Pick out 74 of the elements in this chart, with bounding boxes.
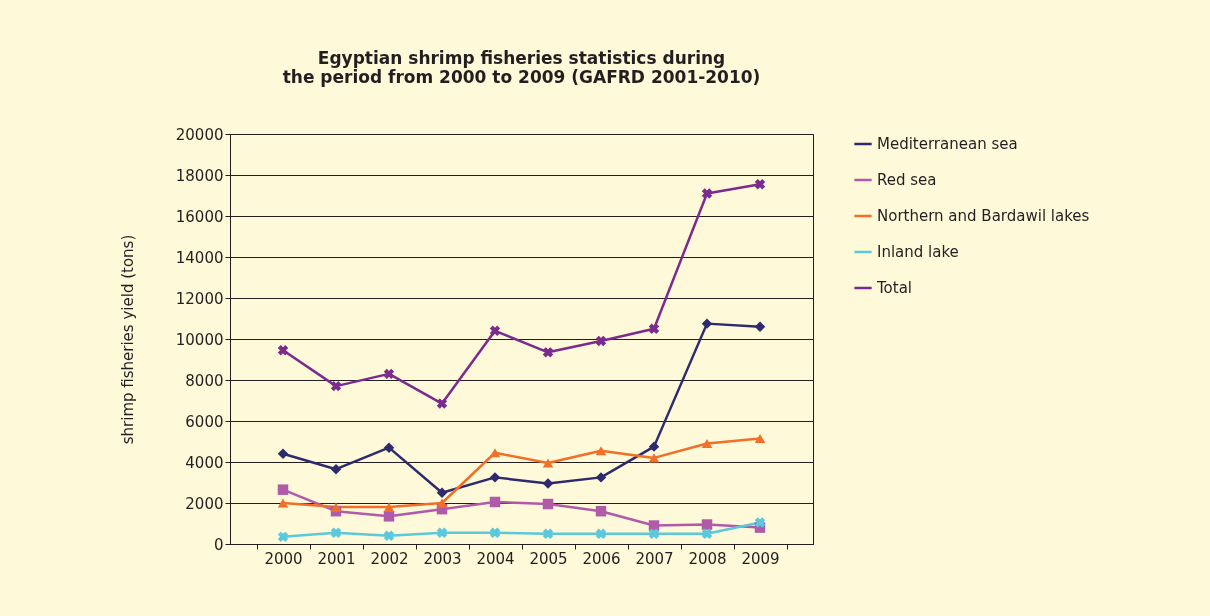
point bbox=[383, 530, 395, 541]
point bbox=[489, 472, 501, 483]
y-tick-label: 10000 bbox=[175, 330, 224, 349]
point bbox=[542, 478, 554, 489]
point bbox=[383, 511, 395, 522]
point bbox=[330, 527, 342, 538]
y-tick-label: 12000 bbox=[175, 289, 224, 308]
x-tick-label: 2008 bbox=[688, 549, 727, 568]
legend-label: Mediterranean sea bbox=[877, 135, 1018, 153]
point bbox=[330, 463, 342, 475]
point bbox=[277, 345, 289, 356]
point bbox=[383, 502, 395, 512]
point bbox=[436, 398, 448, 409]
point bbox=[436, 487, 448, 498]
point bbox=[277, 448, 289, 460]
point bbox=[277, 531, 289, 543]
point bbox=[330, 380, 342, 392]
point bbox=[701, 188, 713, 199]
y-tick-label: 6000 bbox=[185, 412, 224, 431]
y-tick-label: 8000 bbox=[185, 371, 224, 390]
point bbox=[542, 528, 554, 539]
point bbox=[648, 441, 660, 452]
y-tick-label: 4000 bbox=[185, 453, 224, 472]
point bbox=[436, 498, 448, 508]
y-tick-label: 2000 bbox=[185, 494, 224, 513]
point bbox=[701, 519, 713, 530]
point bbox=[277, 498, 289, 508]
legend-label: Total bbox=[876, 279, 913, 297]
legend-label: Northern and Bardawil lakes bbox=[877, 207, 1090, 225]
y-tick-label: 16000 bbox=[175, 207, 224, 226]
point bbox=[701, 528, 713, 539]
y-tick-label: 20000 bbox=[175, 125, 224, 144]
y-axis-title: shrimp fisheries yield (tons) bbox=[118, 234, 137, 445]
x-tick-label: 2007 bbox=[635, 549, 674, 568]
point bbox=[595, 472, 607, 483]
x-tick-label: 2002 bbox=[370, 549, 409, 568]
point bbox=[754, 321, 766, 332]
x-tick-label: 2005 bbox=[529, 549, 568, 568]
point bbox=[701, 439, 713, 449]
point bbox=[754, 179, 766, 190]
point bbox=[754, 433, 766, 443]
point bbox=[489, 448, 501, 458]
point bbox=[489, 325, 501, 336]
point bbox=[542, 458, 554, 468]
x-tick-label: 2004 bbox=[476, 549, 515, 568]
x-tick-label: 2006 bbox=[582, 549, 621, 568]
point bbox=[489, 527, 501, 538]
point bbox=[383, 368, 395, 380]
x-tick-label: 2000 bbox=[264, 549, 303, 568]
y-tick-label: 18000 bbox=[175, 166, 224, 185]
legend-label: Inland lake bbox=[877, 243, 959, 261]
point bbox=[277, 484, 289, 495]
point bbox=[595, 528, 607, 539]
point bbox=[648, 453, 660, 463]
point bbox=[648, 528, 660, 539]
point bbox=[701, 318, 713, 329]
point bbox=[754, 517, 766, 528]
legend-label: Red sea bbox=[877, 171, 937, 189]
point bbox=[595, 335, 607, 347]
point bbox=[330, 502, 342, 512]
point bbox=[542, 498, 554, 510]
point bbox=[383, 442, 395, 453]
chart-title: Egyptian shrimp fisheries statistics during the period from 2000 to 2009 (GAFRD 2001-2010) bbox=[282, 48, 761, 87]
point bbox=[648, 323, 660, 334]
point bbox=[595, 446, 607, 456]
x-tick-label: 2001 bbox=[317, 549, 356, 568]
point bbox=[436, 527, 448, 538]
x-tick-label: 2009 bbox=[741, 549, 780, 568]
x-tick-label: 2003 bbox=[423, 549, 462, 568]
point bbox=[595, 505, 607, 517]
point bbox=[489, 496, 501, 508]
y-tick-label: 0 bbox=[213, 535, 224, 554]
y-tick-label: 14000 bbox=[175, 248, 224, 267]
point bbox=[542, 347, 554, 358]
